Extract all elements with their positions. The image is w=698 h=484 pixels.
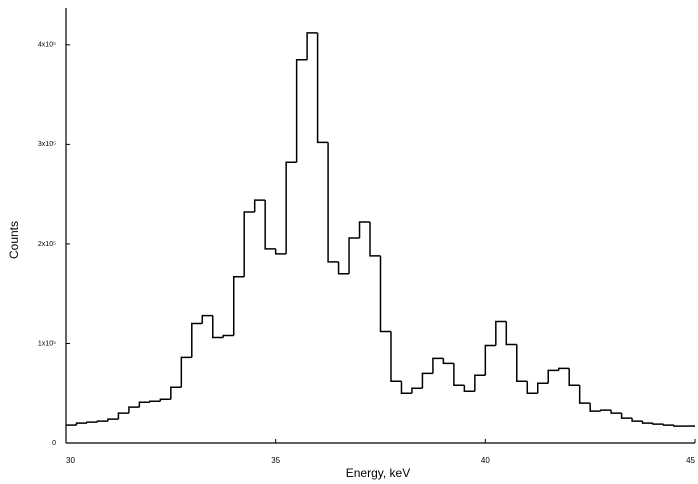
histogram-step: [159, 398, 171, 402]
histogram-step: [390, 331, 402, 383]
histogram-step: [253, 199, 266, 213]
histogram-step: [327, 142, 339, 263]
histogram-step: [316, 32, 329, 144]
x-axis-title: Energy, keV: [346, 466, 410, 480]
histogram-step: [484, 344, 496, 376]
histogram-step: [212, 315, 224, 339]
histogram-step: [547, 369, 559, 384]
histogram-step: [379, 255, 391, 333]
histogram-step: [652, 423, 664, 425]
histogram-step: [369, 222, 381, 257]
histogram-step: [170, 386, 182, 400]
histogram-step: [453, 363, 465, 387]
histogram-step: [599, 409, 612, 412]
histogram-step: [673, 425, 685, 427]
histogram-step: [75, 422, 87, 426]
histogram-step: [610, 410, 622, 414]
y-axis-title: Counts: [7, 221, 21, 259]
histogram-step: [589, 403, 601, 412]
histogram-step: [505, 321, 517, 346]
y-tick-label: 2x10⁵: [38, 241, 56, 248]
histogram-step: [432, 357, 444, 374]
histogram-step: [337, 261, 350, 275]
histogram-step: [264, 200, 276, 250]
histogram-step: [306, 32, 318, 60]
histogram-step: [128, 406, 140, 414]
histogram-step: [96, 420, 108, 423]
histogram-step: [495, 320, 507, 346]
histogram-step: [274, 248, 287, 255]
histogram-step: [138, 401, 150, 408]
histogram-step: [526, 381, 538, 394]
histogram-step: [641, 421, 654, 424]
histogram-step: [568, 368, 580, 387]
y-tick-label: 3x10⁵: [38, 141, 56, 148]
histogram-step: [537, 382, 549, 394]
histogram-step: [557, 367, 570, 371]
y-tick-label: 0: [52, 440, 56, 447]
x-tick-label: 45: [686, 456, 695, 465]
histogram-step: [117, 412, 129, 420]
histogram-step: [358, 221, 371, 238]
histogram-step: [348, 237, 360, 274]
histogram-step: [86, 421, 98, 424]
histogram-step: [421, 372, 433, 389]
histogram-step: [222, 334, 234, 338]
x-tick-label: 35: [271, 456, 280, 465]
y-tick-label: 1x10⁵: [38, 340, 56, 347]
x-tick-label: 30: [66, 456, 75, 465]
histogram-step: [201, 314, 213, 324]
histogram-step: [463, 385, 475, 392]
y-tick-label: 4x10⁵: [38, 42, 56, 49]
histogram-step: [149, 400, 161, 403]
histogram-step: [191, 322, 203, 358]
histogram-step: [295, 59, 308, 163]
histogram-step: [411, 387, 423, 394]
x-tick-label: 40: [481, 456, 490, 465]
histogram-step: [232, 276, 245, 336]
histogram-step: [442, 358, 454, 365]
histogram-step: [400, 381, 412, 394]
histogram-step: [620, 413, 633, 419]
histogram-step: [243, 211, 255, 277]
histogram-step: [107, 418, 119, 422]
histogram-step: [474, 374, 486, 392]
histogram-step: [578, 385, 591, 404]
histogram-step: [631, 418, 643, 422]
histogram-step: [285, 161, 297, 254]
histogram-step: [180, 356, 192, 388]
histogram-step: [662, 424, 675, 426]
histogram-step: [516, 344, 528, 383]
